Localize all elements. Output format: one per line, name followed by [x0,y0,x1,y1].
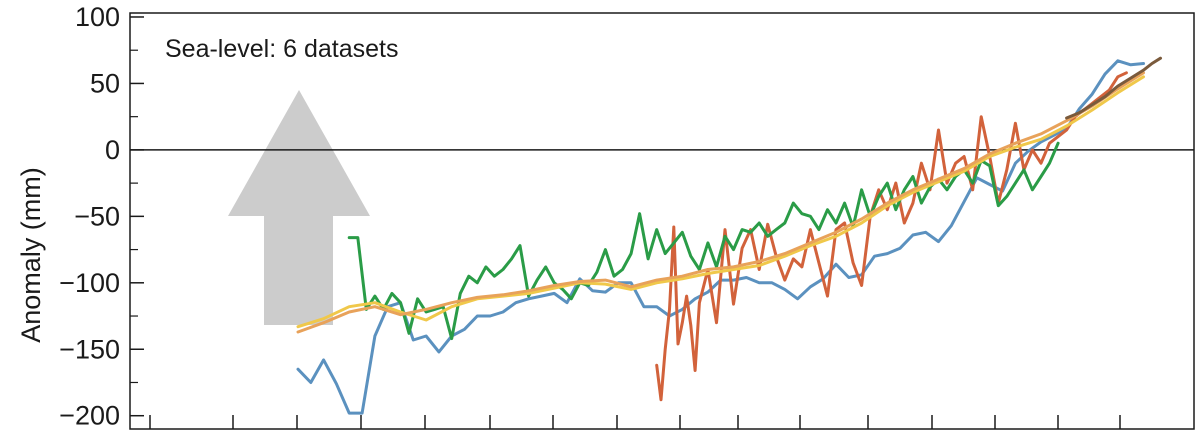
series-line-2 [655,71,1128,402]
series-line-1 [296,59,1145,415]
y-tick-label: −200 [59,401,120,431]
y-tick-label: 100 [75,2,120,32]
y-tick-label: −100 [59,268,120,298]
series-line-5 [296,71,1145,334]
x-axis-ticks [149,415,1121,429]
up-arrow-icon [228,90,370,325]
y-tick-label: 0 [105,135,120,165]
series-line-4 [296,75,1145,329]
chart-annotation: Sea-level: 6 datasets [165,35,398,63]
series-lines [296,56,1162,415]
series-line-6 [1065,56,1162,120]
y-axis-tick-labels: 100 50 0 −50 −100 −150 −200 [59,2,120,431]
y-tick-label: 50 [90,68,120,98]
plot-frame [129,12,1195,430]
y-axis-title: Anomaly (mm) [16,167,46,343]
y-tick-label: −150 [59,334,120,364]
y-axis-ticks [130,16,144,417]
y-tick-label: −50 [74,201,120,231]
